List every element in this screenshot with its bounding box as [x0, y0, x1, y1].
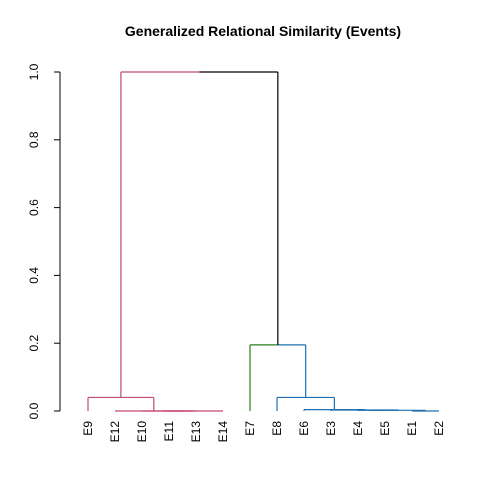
leaf-label: E7	[243, 421, 257, 436]
leaf-labels: E9 E12 E10 E11 E13 E14 E7 E8 E6 E3 E4 E5 E1 E2	[81, 421, 446, 443]
leaf-label: E5	[378, 421, 392, 436]
leaf-label: E8	[270, 421, 284, 436]
leaf-label: E12	[108, 421, 122, 443]
leaf-label: E11	[162, 421, 176, 442]
leaf-label: E3	[324, 421, 338, 436]
y-tick-label: 0.8	[27, 131, 41, 148]
leaf-label: E13	[189, 421, 203, 443]
leaf-label: E10	[135, 421, 149, 443]
y-axis: 0.0 0.2 0.4 0.6 0.8 1.0	[27, 63, 61, 419]
leaf-label: E2	[432, 421, 446, 436]
y-tick-label: 0.4	[27, 267, 41, 284]
leaf-label: E9	[81, 421, 95, 436]
dendrogram-tree	[87, 71, 439, 412]
y-tick-label: 0.0	[27, 402, 41, 419]
y-tick-label: 0.2	[27, 335, 41, 352]
leaf-label: E6	[297, 421, 311, 436]
leaf-label: E14	[216, 421, 230, 443]
y-tick-label: 1.0	[27, 63, 41, 80]
leaf-label: E4	[351, 421, 365, 436]
leaf-label: E1	[405, 421, 419, 436]
chart-title: Generalized Relational Similarity (Event…	[125, 23, 401, 39]
y-tick-label: 0.6	[27, 199, 41, 216]
